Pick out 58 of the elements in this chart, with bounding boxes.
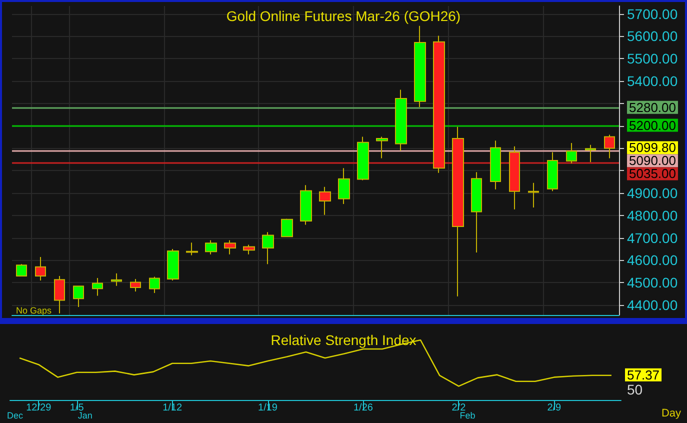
candlestick — [262, 232, 274, 265]
y-tick-label: 5600.00 — [627, 28, 678, 44]
candlestick — [338, 168, 350, 204]
text: Jan — [78, 410, 92, 420]
y-tick-label: 4500.00 — [627, 274, 678, 291]
candlestick — [604, 134, 615, 159]
candlestick — [149, 276, 160, 294]
text: 5099.80 — [629, 140, 676, 156]
chart-title: Gold Online Futures Mar-26 (GOH26) — [226, 8, 461, 24]
candlestick — [528, 182, 539, 208]
candlestick — [111, 272, 122, 286]
candlestick — [16, 264, 27, 277]
candlestick — [414, 25, 426, 108]
candlestick — [452, 126, 464, 297]
text: Day — [661, 408, 682, 420]
y-tick-label: 4800.00 — [627, 207, 678, 224]
candlestick — [376, 136, 388, 159]
candlestick — [224, 240, 236, 255]
candlestick — [566, 142, 577, 164]
ref-line-label: 5035.00 — [629, 166, 676, 182]
candlestick — [243, 244, 255, 255]
candlestick — [547, 152, 558, 192]
y-tick-label: 4900.00 — [627, 184, 678, 201]
x-tick-label: 1/12 — [162, 402, 182, 414]
y-tick-label: 5700.00 — [627, 6, 678, 22]
candlestick — [35, 256, 46, 282]
candlestick — [186, 242, 198, 256]
candlestick — [319, 186, 331, 216]
text: 50 — [627, 381, 643, 398]
text: Feb — [460, 410, 476, 420]
y-tick-label: 4600.00 — [627, 252, 678, 268]
candlestick — [509, 146, 520, 210]
candlestick — [167, 248, 179, 282]
candlestick — [357, 136, 369, 181]
text: Dec — [7, 410, 24, 420]
candlestick — [395, 89, 407, 152]
candlestick — [54, 276, 65, 314]
annotation: No Gaps — [16, 306, 52, 316]
chart-title: Relative Strength Index — [270, 332, 416, 348]
y-tick-label: 4400.00 — [627, 296, 678, 313]
x-tick-label: 1/19 — [258, 402, 278, 414]
y-tick-label: 5500.00 — [627, 50, 678, 67]
candlestick — [130, 278, 141, 292]
ref-line-label: 5280.00 — [629, 100, 676, 115]
ref-line-label: 5090.00 — [629, 153, 676, 168]
ref-line-label: 5200.00 — [629, 118, 676, 133]
candlestick — [300, 184, 312, 226]
candlestick — [92, 278, 103, 296]
candlestick — [73, 286, 84, 308]
candlestick — [585, 144, 596, 163]
y-tick-label: 4700.00 — [627, 230, 678, 246]
candlestick — [433, 35, 445, 174]
candlestick — [490, 140, 501, 190]
text: 57.37 — [627, 367, 660, 382]
candlestick — [281, 218, 293, 238]
y-tick-label: 5400.00 — [627, 73, 678, 90]
candlestick — [205, 240, 217, 255]
candlestick — [471, 172, 482, 254]
